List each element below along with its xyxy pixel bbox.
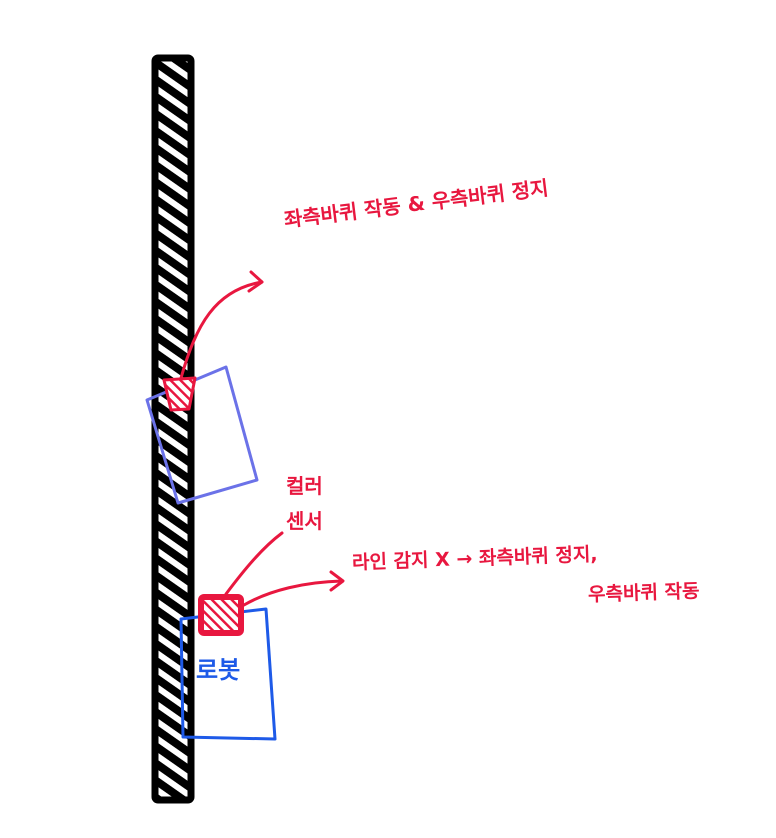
turn-left-label-line2: 우측바퀴 작동	[587, 580, 700, 606]
color-sensor-label-line1: 컬러	[286, 474, 323, 498]
robot-tilted-outline	[145, 365, 259, 505]
arrowhead-icon	[329, 570, 345, 592]
arrow-to-turn-right-label	[179, 280, 264, 380]
robot-label: 로봇	[196, 656, 241, 684]
color-sensor-label-line2: 센서	[286, 509, 323, 533]
black-line-track	[151, 54, 195, 804]
arrowhead-icon	[247, 270, 264, 293]
pointer-to-color-sensor	[224, 531, 284, 596]
arrow-to-turn-left-label	[242, 579, 344, 607]
color-sensor-on-line	[162, 376, 197, 412]
color-sensor-off-line	[198, 594, 244, 636]
